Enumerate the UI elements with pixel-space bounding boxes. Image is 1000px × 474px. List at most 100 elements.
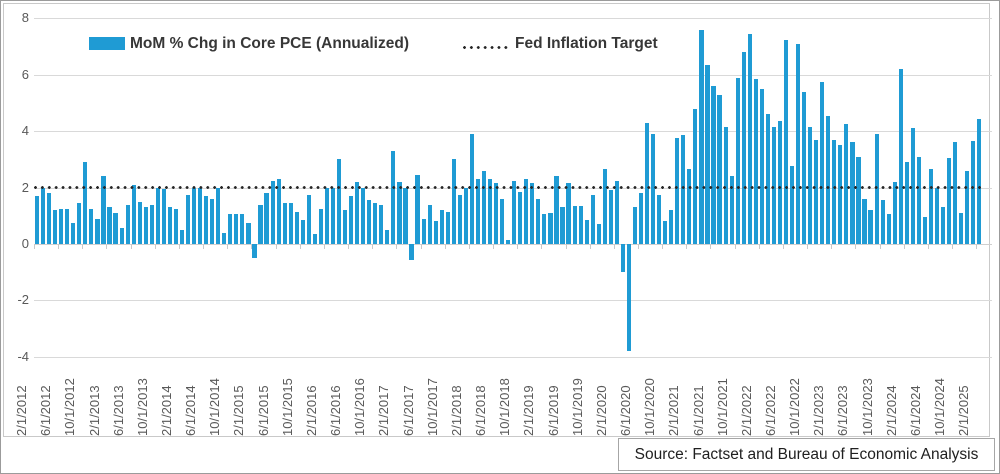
bar-12/1/2019	[602, 169, 607, 244]
bar-7/1/2024	[934, 187, 940, 244]
x-axis-label: 10/1/2018	[497, 378, 513, 436]
bar-12/1/2023	[892, 181, 897, 244]
bar-3/1/2021	[693, 108, 698, 244]
bar-6/1/2022	[783, 39, 789, 244]
bar-6/1/2017	[421, 218, 426, 244]
bar-9/1/2014	[222, 232, 227, 244]
bar-4/1/2013	[119, 228, 124, 244]
bar-9/1/2024	[946, 157, 952, 244]
x-axis-label: 2/1/2015	[231, 385, 247, 436]
bar-2/1/2021	[687, 169, 692, 244]
bar-3/1/2019	[548, 212, 553, 244]
x-axis-label: 6/1/2017	[400, 385, 416, 436]
bar-5/1/2023	[850, 142, 855, 244]
bar-3/1/2017	[403, 187, 408, 244]
x-axis-tick	[154, 244, 156, 249]
bar-4/1/2020	[626, 244, 632, 352]
bar-1/1/2018	[463, 187, 468, 244]
x-axis-tick	[589, 244, 591, 249]
x-axis-tick	[903, 244, 905, 249]
bar-2/1/2015	[252, 244, 257, 259]
bar-2/1/2013	[107, 207, 112, 244]
legend-target-label: Fed Inflation Target	[515, 35, 658, 52]
bar-7/1/2023	[862, 198, 867, 244]
bar-12/1/2018	[530, 183, 535, 244]
bar-10/1/2022	[808, 126, 813, 244]
bar-7/1/2019	[572, 205, 577, 244]
bar-8/1/2024	[940, 207, 946, 244]
bar-10/1/2017	[445, 211, 450, 244]
x-axis-tick	[468, 244, 470, 249]
x-axis-tick	[807, 244, 809, 249]
x-axis-label: 10/1/2013	[134, 378, 150, 436]
x-axis-label: 10/1/2016	[352, 378, 368, 436]
x-axis-tick	[251, 244, 253, 249]
x-axis-tick	[227, 244, 229, 249]
x-axis-label: 2/1/2019	[521, 385, 537, 436]
x-axis-tick	[541, 244, 543, 249]
x-axis-tick	[638, 244, 639, 249]
x-axis-tick	[855, 244, 857, 249]
x-axis-tick	[952, 244, 954, 249]
bar-5/1/2022	[777, 121, 783, 244]
x-axis-label: 10/1/2020	[642, 378, 658, 436]
bar-2/1/2018	[469, 134, 475, 244]
x-axis-label: 2/1/2023	[811, 385, 827, 436]
bar-10/1/2023	[880, 200, 885, 244]
bar-3/1/2015	[258, 204, 263, 244]
bar-2/1/2019	[542, 214, 547, 244]
bar-11/1/2013	[161, 189, 166, 244]
x-axis-label: 10/1/2015	[279, 378, 295, 436]
bar-9/1/2022	[802, 91, 807, 244]
bar-11/1/2020	[669, 210, 674, 244]
x-axis-label: 6/1/2018	[473, 385, 489, 436]
x-axis-tick	[493, 244, 495, 249]
bar-4/1/2021	[699, 29, 704, 244]
x-axis-label: 2/1/2014	[159, 385, 174, 436]
x-axis-label: 6/1/2013	[110, 385, 126, 436]
bar-11/1/2014	[234, 214, 239, 244]
x-axis-tick	[565, 244, 567, 249]
x-axis-label: 2/1/2024	[883, 385, 899, 436]
bar-5/1/2017	[415, 174, 420, 244]
bar-3/1/2022	[765, 114, 770, 244]
x-axis-label: 6/1/2022	[763, 385, 778, 436]
bar-11/1/2023	[886, 214, 891, 244]
x-axis-label: 2/1/2021	[666, 385, 682, 436]
bar-4/1/2018	[481, 170, 487, 244]
bar-12/1/2024	[965, 170, 970, 244]
bar-8/1/2012	[71, 222, 76, 244]
x-axis-tick	[517, 244, 519, 249]
x-axis-label: 2/1/2025	[956, 385, 972, 436]
bar-9/1/2013	[149, 204, 154, 244]
bar-1/1/2015	[246, 222, 251, 244]
bar-9/1/2018	[512, 180, 517, 244]
x-axis-label: 6/1/2023	[835, 385, 851, 436]
bar-8/1/2014	[216, 187, 221, 244]
x-axis-tick	[976, 244, 978, 249]
legend-dotted-line-swatch	[463, 46, 510, 49]
bar-7/1/2022	[789, 166, 795, 244]
bar-8/1/2016	[361, 187, 366, 244]
bar-9/1/2016	[367, 200, 372, 244]
x-axis-label: 2/1/2020	[593, 385, 609, 436]
bar-11/1/2012	[89, 208, 94, 244]
bar-5/1/2020	[632, 207, 638, 244]
bar-3/1/2016	[330, 187, 336, 244]
x-axis-tick	[831, 244, 833, 249]
bar-12/1/2014	[240, 214, 245, 244]
bar-11/1/2022	[814, 139, 819, 244]
bar-7/1/2012	[65, 208, 70, 244]
bar-1/1/2025	[971, 141, 976, 244]
x-axis-tick	[444, 244, 446, 249]
bar-9/1/2020	[657, 194, 662, 244]
bar-8/1/2021	[723, 126, 728, 244]
bar-1/1/2024	[898, 69, 903, 244]
bar-5/1/2012	[53, 210, 58, 244]
bar-8/1/2022	[795, 43, 801, 244]
bar-5/1/2018	[487, 179, 493, 244]
bar-12/1/2013	[167, 207, 173, 244]
bar-10/1/2020	[663, 221, 668, 244]
bar-6/1/2023	[856, 156, 861, 244]
x-axis-label: 10/1/2021	[714, 378, 730, 436]
